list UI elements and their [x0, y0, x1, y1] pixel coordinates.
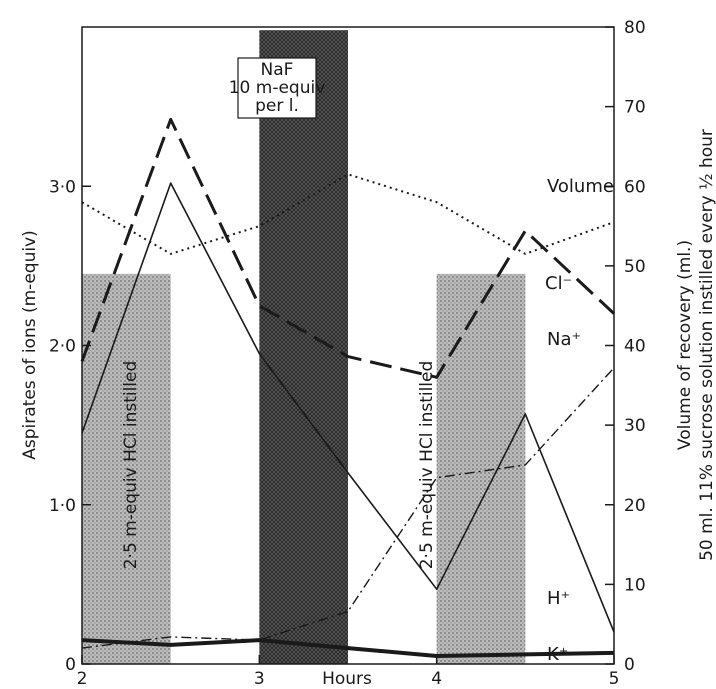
naf-box-line3: per l.: [255, 96, 299, 116]
series-label-k: K⁺: [547, 644, 568, 665]
series-label-volume: Volume: [547, 176, 614, 197]
x-tick-label: 2: [77, 669, 88, 689]
y-right-tick-label: 50: [624, 257, 646, 277]
y-right-tick-label: 70: [624, 98, 646, 118]
band-2: [259, 30, 348, 665]
instillation-bands: [82, 30, 526, 665]
series-line-1: [80, 117, 616, 379]
x-tick-label: 3: [254, 669, 265, 689]
series-lines: [80, 117, 616, 658]
y-right-axis-title-line2: Volume of recovery (ml.): [675, 240, 695, 450]
naf-box: [237, 57, 317, 119]
naf-annotation: NaF 10 m-equiv per l.: [229, 57, 326, 119]
y-right-tick-label: 20: [624, 496, 646, 516]
band-label-3: 2·5 m-equiv HCl instilled: [417, 361, 437, 570]
band-1: [82, 273, 171, 664]
series-label-cl: Cl⁻: [545, 273, 572, 294]
y-left-tick-label: 3·0: [49, 177, 76, 197]
series-line-3: [81, 367, 615, 649]
y-left-tick-label: 0: [65, 655, 76, 675]
series-line-4: [81, 638, 615, 658]
y-right-tick-label: 30: [624, 416, 646, 436]
band-3: [436, 273, 526, 664]
series-label-h: H⁺: [547, 588, 570, 609]
x-axis-title: Hours: [322, 669, 372, 689]
naf-box-line1: NaF: [261, 60, 294, 80]
x-tick-label: 4: [431, 669, 442, 689]
y-right-tick-label: 80: [624, 18, 646, 38]
y-right-tick-label: 0: [624, 655, 635, 675]
series-line-2: [81, 182, 615, 633]
y-left-tick-label: 1·0: [49, 496, 76, 516]
y-left-axis-title: Aspirates of ions (m-equiv): [20, 230, 40, 460]
y-right-axis-title-line1: 50 ml. 11% sucrose solution instilled ev…: [697, 129, 716, 561]
y-right-tick-label: 60: [624, 177, 646, 197]
x-tick-label: 5: [609, 669, 620, 689]
series-label-na: Na⁺: [547, 329, 581, 350]
y-left-tick-label: 2·0: [49, 337, 76, 357]
naf-box-line2: 10 m-equiv: [229, 78, 326, 98]
y-right-tick-label: 10: [624, 575, 646, 595]
y-right-tick-label: 40: [624, 337, 646, 357]
band-label-1: 2·5 m-equiv HCl instilled: [121, 361, 141, 570]
series-line-5: [81, 173, 615, 255]
